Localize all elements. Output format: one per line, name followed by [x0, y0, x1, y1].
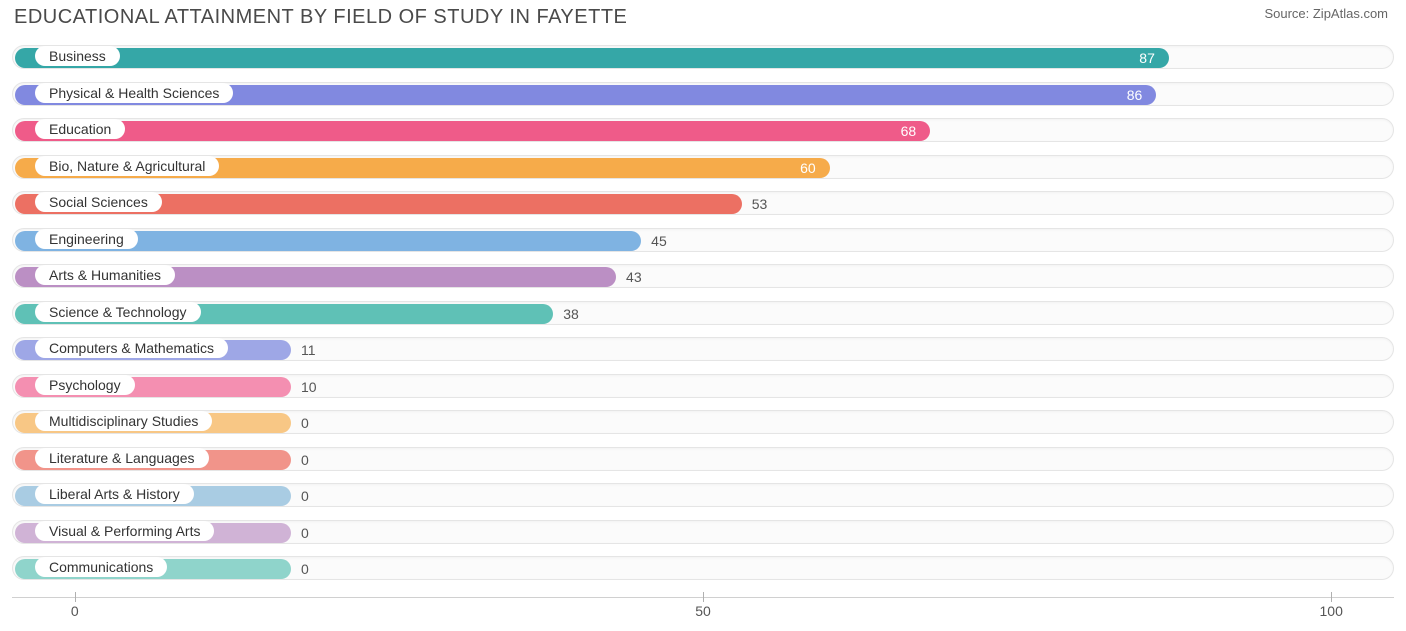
bar-row: Literature & Languages 0: [12, 441, 1394, 478]
bar-value: 43: [626, 267, 642, 287]
bar-track: Social Sciences 53: [12, 191, 1394, 215]
x-tick: [75, 592, 76, 602]
bar-label: Visual & Performing Arts: [35, 521, 214, 541]
bars-container: Business 87 Physical & Health Sciences 86 Ed…: [12, 39, 1394, 589]
bar-track: Visual & Performing Arts 0: [12, 520, 1394, 544]
chart-source: Source: ZipAtlas.com: [1264, 6, 1388, 21]
bar-label: Literature & Languages: [35, 448, 209, 468]
bar-track: Arts & Humanities 43: [12, 264, 1394, 288]
bar-value: 38: [563, 304, 579, 324]
bar-track: Education 68: [12, 118, 1394, 142]
bar-fill: [15, 48, 1169, 68]
bar-value: 0: [301, 486, 309, 506]
bar-track: Science & Technology 38: [12, 301, 1394, 325]
bar-row: Computers & Mathematics 11: [12, 331, 1394, 368]
bar-value: 45: [651, 231, 667, 251]
bar-label: Liberal Arts & History: [35, 484, 194, 504]
bar-label: Education: [35, 119, 125, 139]
chart-header: EDUCATIONAL ATTAINMENT BY FIELD OF STUDY…: [0, 0, 1406, 31]
bar-row: Physical & Health Sciences 86: [12, 76, 1394, 113]
bar-label: Communications: [35, 557, 167, 577]
x-axis: 0 50 100: [12, 597, 1394, 623]
bar-value: 0: [301, 450, 309, 470]
bar-label: Science & Technology: [35, 302, 201, 322]
bar-label: Computers & Mathematics: [35, 338, 228, 358]
bar-track: Physical & Health Sciences 86: [12, 82, 1394, 106]
bar-fill: [15, 121, 930, 141]
bar-row: Visual & Performing Arts 0: [12, 514, 1394, 551]
bar-label: Social Sciences: [35, 192, 162, 212]
bar-row: Social Sciences 53: [12, 185, 1394, 222]
bar-row: Communications 0: [12, 550, 1394, 587]
bar-row: Education 68: [12, 112, 1394, 149]
bar-row: Bio, Nature & Agricultural 60: [12, 149, 1394, 186]
bar-row: Business 87: [12, 39, 1394, 76]
chart-title: EDUCATIONAL ATTAINMENT BY FIELD OF STUDY…: [14, 6, 627, 29]
bar-row: Psychology 10: [12, 368, 1394, 405]
bar-label: Physical & Health Sciences: [35, 83, 233, 103]
bar-value: 0: [301, 523, 309, 543]
bar-track: Liberal Arts & History 0: [12, 483, 1394, 507]
x-tick-label: 50: [695, 603, 711, 619]
bar-value: 68: [901, 121, 917, 141]
bar-track: Psychology 10: [12, 374, 1394, 398]
bar-label: Arts & Humanities: [35, 265, 175, 285]
bar-value: 11: [301, 340, 316, 360]
x-tick: [703, 592, 704, 602]
bar-track: Communications 0: [12, 556, 1394, 580]
x-tick-label: 100: [1319, 603, 1342, 619]
bar-value: 87: [1139, 48, 1155, 68]
x-tick: [1331, 592, 1332, 602]
bar-track: Bio, Nature & Agricultural 60: [12, 155, 1394, 179]
bar-row: Multidisciplinary Studies 0: [12, 404, 1394, 441]
bar-track: Multidisciplinary Studies 0: [12, 410, 1394, 434]
chart-area: Business 87 Physical & Health Sciences 86 Ed…: [12, 39, 1394, 589]
bar-track: Literature & Languages 0: [12, 447, 1394, 471]
bar-value: 10: [301, 377, 317, 397]
bar-track: Computers & Mathematics 11: [12, 337, 1394, 361]
bar-label: Business: [35, 46, 120, 66]
bar-value: 60: [800, 158, 816, 178]
bar-row: Liberal Arts & History 0: [12, 477, 1394, 514]
bar-value: 53: [752, 194, 768, 214]
bar-row: Science & Technology 38: [12, 295, 1394, 332]
x-tick-label: 0: [71, 603, 79, 619]
bar-label: Multidisciplinary Studies: [35, 411, 212, 431]
bar-label: Bio, Nature & Agricultural: [35, 156, 219, 176]
bar-track: Engineering 45: [12, 228, 1394, 252]
bar-value: 86: [1127, 85, 1143, 105]
bar-label: Psychology: [35, 375, 135, 395]
bar-value: 0: [301, 413, 309, 433]
bar-row: Arts & Humanities 43: [12, 258, 1394, 295]
bar-track: Business 87: [12, 45, 1394, 69]
bar-value: 0: [301, 559, 309, 579]
bar-row: Engineering 45: [12, 222, 1394, 259]
bar-label: Engineering: [35, 229, 138, 249]
